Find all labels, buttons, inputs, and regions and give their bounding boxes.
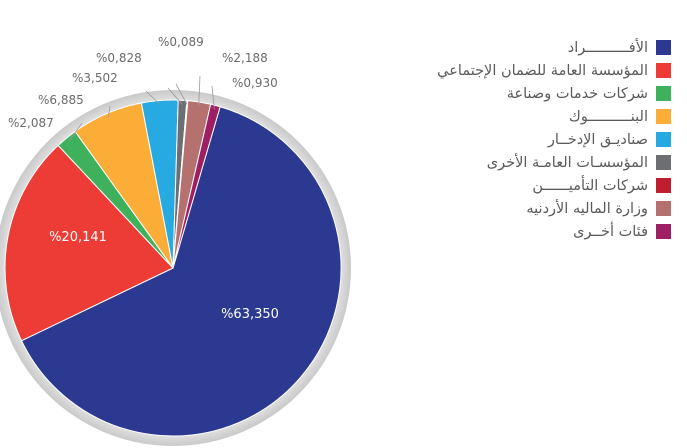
- legend-item: وزارة الماليه الأردنيه: [371, 197, 671, 220]
- leader-line-5: [167, 87, 183, 105]
- legend-item: المؤسسـات العامـة الأخرى: [371, 151, 671, 174]
- slice-label-2: %2,087: [8, 116, 54, 130]
- legend-label: المؤسسـات العامـة الأخرى: [486, 154, 648, 171]
- slice-label-0: %63,350: [221, 307, 279, 322]
- leader-line-7: [198, 75, 201, 107]
- slice-label-8: %0,930: [232, 76, 278, 90]
- legend-label: وزارة الماليه الأردنيه: [526, 200, 648, 217]
- legend-item: المؤسسة العامة للضمان الإجتماعي: [371, 59, 671, 82]
- legend-item: شركات التأميــــــن: [371, 174, 671, 197]
- legend-label: شركات خدمات وصناعة: [506, 85, 648, 102]
- legend-item: صناديـق الإدخــار: [371, 128, 671, 151]
- legend-label: المؤسسة العامة للضمان الإجتماعي: [437, 62, 648, 79]
- slice-label-6: %0,089: [158, 35, 204, 49]
- legend-label: شركات التأميــــــن: [532, 177, 648, 194]
- legend-item: شركات خدمات وصناعة: [371, 82, 671, 105]
- legend-item: البنــــــــــوك: [371, 105, 671, 128]
- legend-swatch: [656, 224, 671, 239]
- slice-label-5: %0,828: [96, 51, 142, 65]
- legend-swatch: [656, 178, 671, 193]
- legend-swatch: [656, 109, 671, 124]
- legend-swatch: [656, 63, 671, 78]
- leader-line-6: [175, 83, 188, 105]
- leader-line-3: [107, 105, 111, 118]
- leader-line-8: [211, 85, 215, 110]
- legend-swatch: [656, 86, 671, 101]
- slice-label-7: %2,188: [222, 51, 268, 65]
- leader-line-4: [145, 90, 161, 105]
- slice-label-3: %6,885: [38, 93, 84, 107]
- legend-swatch: [656, 132, 671, 147]
- pie-slice-0: [20, 106, 342, 437]
- legend-label: البنــــــــــوك: [568, 108, 648, 125]
- legend-swatch: [656, 40, 671, 55]
- legend-label: فئات أخــرى: [573, 223, 648, 240]
- legend-label: الأفــــــــــراد: [567, 39, 648, 56]
- legend-item: الأفــــــــــراد: [371, 36, 671, 59]
- legend-item: فئات أخــرى: [371, 220, 671, 243]
- legend-swatch: [656, 155, 671, 170]
- legend-label: صناديـق الإدخــار: [547, 131, 648, 148]
- pie-slice-1: [4, 144, 174, 342]
- slice-label-1: %20,141: [49, 230, 107, 245]
- legend: الأفــــــــــراد المؤسسة العامة للضمان ا…: [371, 36, 671, 243]
- legend-swatch: [656, 201, 671, 216]
- pie-slice-8: [172, 103, 221, 269]
- slice-label-4: %3,502: [72, 71, 118, 85]
- leader-line-2: [68, 122, 83, 142]
